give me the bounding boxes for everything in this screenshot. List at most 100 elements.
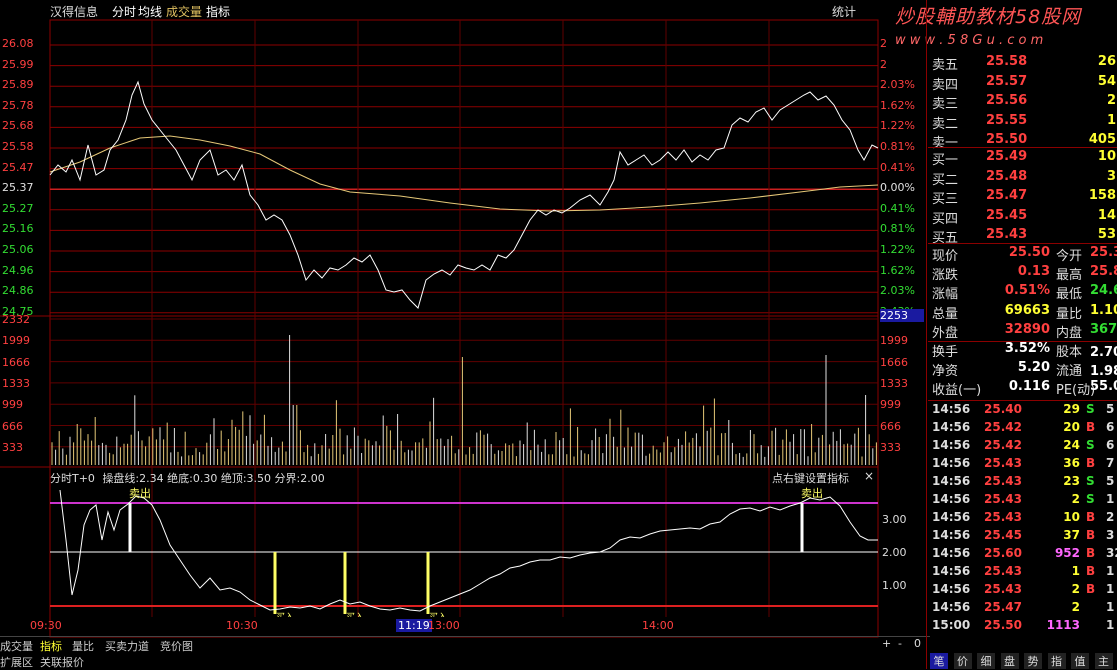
bid-label: 买一: [932, 153, 959, 168]
tab-volume-ratio[interactable]: 量比: [72, 640, 94, 653]
tab-extension[interactable]: 扩展区: [0, 656, 33, 669]
tab-avg-line[interactable]: 均线: [138, 5, 163, 19]
price-tick-right: 1.22%: [880, 119, 915, 133]
stats-button[interactable]: 统计: [832, 5, 857, 19]
tick-volume: 1: [1071, 564, 1080, 578]
tick-time: 14:56: [932, 402, 971, 416]
quote-value: 36773: [1090, 321, 1117, 337]
tick-row: 14:56 25.43 10 B 2: [930, 510, 1117, 528]
price-tick-right: 2: [880, 37, 887, 50]
tick-price: 25.43: [984, 456, 1022, 470]
ask-volume: 26: [1097, 54, 1116, 69]
tab-volume-bottom[interactable]: 成交量: [0, 640, 33, 653]
tab-volume[interactable]: 成交量: [166, 5, 203, 19]
bid-price[interactable]: 25.45: [986, 207, 1028, 223]
ask-volume: 405: [1088, 132, 1116, 147]
tick-row: 14:56 25.43 23 S 5: [930, 474, 1117, 492]
ask-label: 卖三: [932, 97, 959, 112]
bid-price[interactable]: 25.47: [986, 188, 1028, 203]
right-tab[interactable]: 价: [953, 653, 972, 669]
quote-label: 总量: [932, 306, 959, 322]
tick-row: 15:00 25.50 1113 1: [930, 618, 1117, 636]
price-tick-left: 25.47: [2, 160, 34, 174]
price-tick-right: 2.03%: [880, 284, 915, 298]
tick-price: 25.43: [984, 510, 1022, 524]
bid-volume: 158: [1088, 188, 1116, 203]
tab-indicator[interactable]: 指标: [206, 5, 231, 19]
ask-price[interactable]: 25.56: [986, 93, 1028, 108]
right-tab[interactable]: 盘: [1000, 653, 1019, 669]
zoom-out-button[interactable]: -: [898, 637, 902, 650]
right-tab[interactable]: 细: [977, 653, 995, 669]
right-tab[interactable]: 指: [1047, 653, 1066, 669]
volume-tick-right: 666: [880, 419, 901, 433]
time-tick: 14:00: [642, 619, 674, 632]
price-tick-left: 24.96: [2, 263, 34, 277]
tick-time: 14:56: [932, 456, 971, 470]
tick-row: 14:56 25.43 2 B 1: [930, 582, 1117, 600]
quote-row: 总量 69663 量比 1.10: [930, 303, 1117, 322]
bid-label: 买五: [932, 231, 959, 246]
ask-row: 卖四 25.57 54: [930, 73, 1117, 93]
quote-value: 24.65: [1090, 283, 1117, 299]
price-tick-left: 25.37: [2, 181, 34, 195]
intraday-chart[interactable]: [0, 0, 930, 640]
tab-indicator-bottom[interactable]: 指标: [40, 640, 62, 653]
volume-tick-right: 1666: [880, 355, 908, 369]
time-tick: 10:30: [226, 619, 258, 632]
ask-price[interactable]: 25.50: [986, 132, 1028, 147]
tick-price: 25.60: [984, 546, 1022, 560]
price-tick-right: 2.03%: [880, 78, 915, 92]
price-tick-right: 0.00%: [880, 181, 915, 195]
bid-volume: 10: [1097, 149, 1116, 164]
bid-volume: 3: [1106, 168, 1116, 184]
bid-price[interactable]: 25.43: [986, 227, 1028, 242]
tick-count: 2: [1106, 510, 1115, 524]
zoom-reset-button[interactable]: 0: [914, 637, 921, 650]
tab-intraday[interactable]: 分时: [112, 5, 137, 19]
bid-price[interactable]: 25.49: [986, 149, 1028, 164]
tick-price: 25.42: [984, 438, 1022, 452]
tick-direction: B: [1086, 456, 1096, 470]
quote-value: 25.50: [1008, 245, 1050, 260]
tick-price: 25.42: [984, 420, 1022, 434]
price-tick-right: 1.62%: [880, 98, 915, 112]
ask-price[interactable]: 25.55: [986, 112, 1028, 128]
buy-label: 买入: [429, 610, 447, 617]
ask-volume: 2: [1106, 93, 1116, 108]
tick-direction: B: [1086, 546, 1096, 560]
ask-price[interactable]: 25.57: [986, 73, 1028, 89]
tab-auction-chart[interactable]: 竞价图: [160, 640, 193, 653]
quote-label: 最高: [1056, 268, 1083, 284]
ask-row: 卖二 25.55 1: [930, 112, 1117, 132]
tab-related-quotes[interactable]: 关联报价: [40, 656, 84, 669]
quote-label: 涨跌: [932, 268, 959, 284]
right-tab[interactable]: 笔: [930, 653, 948, 669]
ask-price[interactable]: 25.58: [986, 54, 1028, 69]
bid-row: 买四 25.45 14: [930, 207, 1117, 227]
volume-cursor-value: 2253: [880, 309, 924, 322]
tick-volume: 23: [1063, 474, 1080, 488]
avg-price-line: [49, 135, 879, 212]
volume-tick-left: 666: [2, 419, 23, 433]
bid-price[interactable]: 25.48: [986, 168, 1028, 184]
tick-direction: S: [1086, 402, 1095, 416]
right-tab[interactable]: 值: [1071, 653, 1089, 669]
indicator-close-button[interactable]: ×: [864, 469, 875, 483]
tick-volume: 2: [1071, 492, 1080, 506]
quote-value: 3.52%: [1004, 341, 1050, 356]
price-tick-right: 0.81%: [880, 140, 915, 153]
right-tab[interactable]: 主: [1094, 653, 1113, 669]
zoom-in-button[interactable]: +: [882, 637, 892, 650]
tab-buy-sell-power[interactable]: 买卖力道: [105, 640, 149, 653]
price-tick-left: 25.06: [2, 243, 34, 256]
tick-price: 25.40: [984, 402, 1022, 416]
volume-tick-left: 1999: [2, 334, 30, 348]
bid-label: 买二: [932, 172, 959, 188]
tick-volume: 36: [1063, 456, 1080, 470]
tick-row: 14:56 25.43 2 S 1: [930, 492, 1117, 510]
tick-row: 14:56 25.42 24 S 6: [930, 438, 1117, 456]
right-tab[interactable]: 势: [1024, 653, 1042, 669]
quote-value: 0.13: [1017, 264, 1050, 280]
bid-label: 买三: [932, 192, 959, 207]
